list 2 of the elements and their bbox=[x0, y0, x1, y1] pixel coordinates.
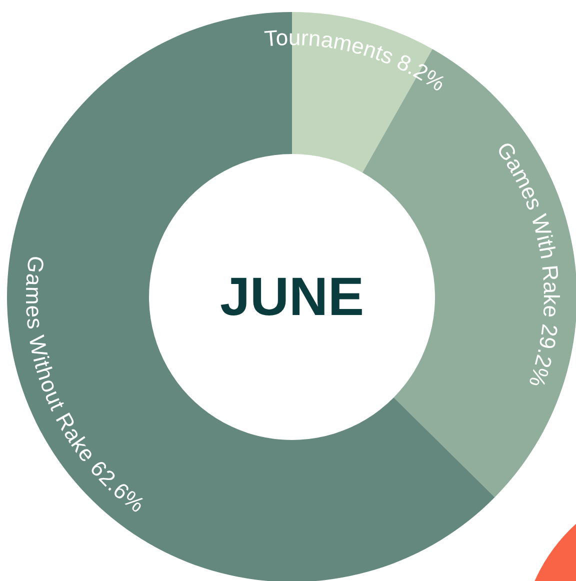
donut-slice bbox=[7, 12, 495, 581]
text: JUNE bbox=[220, 267, 364, 327]
